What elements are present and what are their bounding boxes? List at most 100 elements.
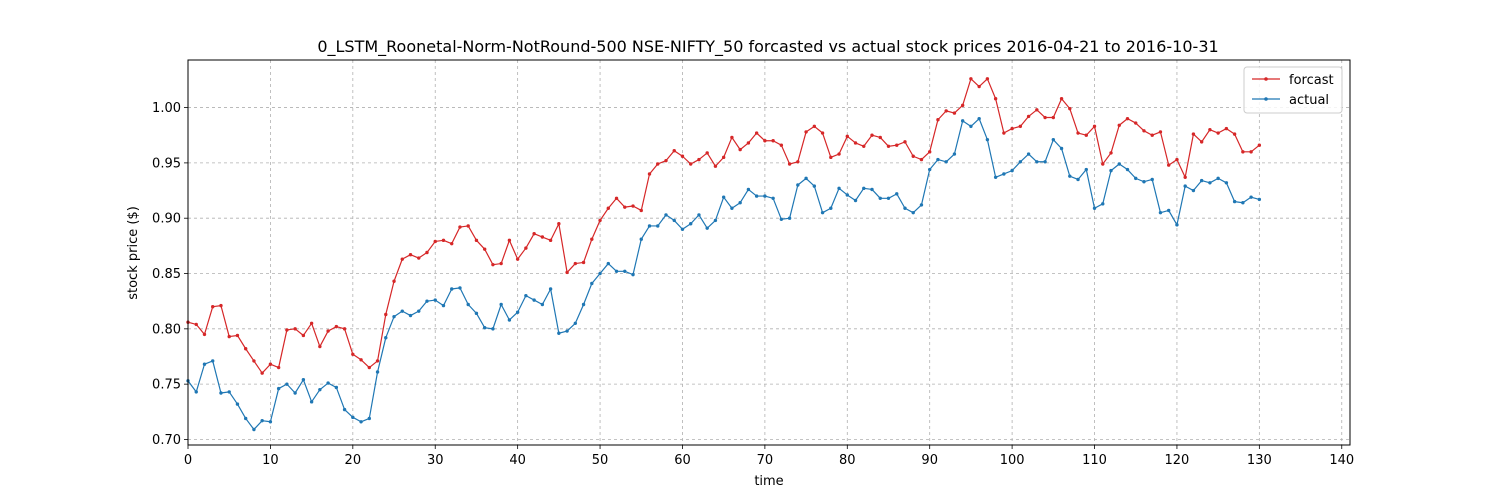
data-point-forcast (417, 256, 421, 260)
data-point-actual (441, 303, 446, 308)
data-point-forcast (664, 158, 668, 163)
data-point-actual (763, 194, 767, 198)
data-point-actual (944, 160, 948, 164)
y-tick-label: 0.90 (152, 212, 181, 227)
data-point-forcast (1191, 132, 1196, 136)
x-tick-label: 40 (509, 453, 526, 468)
data-point-actual (993, 175, 998, 179)
data-point-actual (837, 186, 841, 191)
data-point-forcast (1249, 150, 1253, 154)
data-point-forcast (1109, 151, 1113, 155)
data-point-forcast (845, 134, 849, 139)
data-point-actual (524, 293, 528, 298)
data-point-forcast (1101, 162, 1105, 166)
data-point-actual (202, 362, 207, 366)
x-tick-label: 50 (592, 453, 609, 468)
data-point-actual (400, 309, 404, 313)
data-point-actual (845, 193, 849, 197)
data-point-actual (285, 382, 289, 386)
legend-forcast-label: forcast (1289, 73, 1334, 88)
legend-forcast-marker (1264, 77, 1268, 81)
data-point-actual (1084, 167, 1088, 172)
y-axis-ticks: 0.70 0.75 0.80 0.85 0.90 0.95 1.00 (152, 101, 188, 448)
data-point-forcast (878, 135, 882, 140)
data-point-forcast (779, 143, 784, 147)
data-point-forcast (754, 131, 759, 135)
data-point-actual (491, 327, 495, 331)
data-point-forcast (1092, 124, 1097, 129)
data-point-forcast (1158, 130, 1163, 134)
data-point-forcast (548, 238, 553, 243)
data-point-actual (952, 152, 957, 156)
y-axis-label: stock price ($) (126, 206, 141, 300)
grid-lines (187, 60, 1350, 445)
data-point-actual (1051, 137, 1056, 142)
data-point-actual (540, 302, 545, 307)
data-point-forcast (623, 205, 627, 209)
y-tick-label: 0.80 (152, 322, 181, 337)
data-point-actual (375, 370, 380, 374)
data-point-actual (656, 224, 660, 228)
y-tick-label: 0.85 (152, 267, 181, 282)
data-point-actual (351, 415, 355, 420)
data-point-forcast (1175, 157, 1179, 162)
data-point-forcast (1018, 124, 1023, 129)
data-point-forcast (1002, 131, 1006, 135)
data-point-forcast (829, 155, 833, 160)
data-point-forcast (384, 312, 388, 317)
x-axis-label: time (754, 474, 783, 489)
data-point-actual (326, 381, 330, 385)
data-point-forcast (672, 149, 676, 153)
data-point-forcast (919, 157, 924, 162)
data-point-actual (1199, 178, 1204, 183)
x-tick-label: 60 (674, 453, 691, 468)
x-axis-ticks: 0 10 20 30 40 50 60 70 80 90 100 110 120 130 140 (184, 445, 1354, 468)
data-point-forcast (194, 322, 198, 327)
data-point-forcast (219, 303, 223, 308)
data-point-forcast (993, 97, 998, 101)
data-point-actual (499, 302, 503, 307)
data-point-actual (276, 386, 281, 391)
data-point-forcast (227, 334, 231, 339)
data-point-actual (1257, 197, 1262, 202)
data-point-actual (960, 119, 965, 123)
data-point-actual (812, 184, 817, 188)
x-tick-label: 30 (427, 453, 444, 468)
data-point-forcast (985, 77, 990, 81)
data-point-actual (1109, 168, 1113, 173)
x-tick-label: 110 (1082, 453, 1107, 468)
series-actual (186, 116, 1262, 432)
data-point-actual (367, 416, 371, 421)
data-point-actual (787, 216, 792, 220)
data-point-forcast (581, 260, 586, 265)
data-point-forcast (1183, 175, 1187, 179)
data-point-actual (482, 326, 487, 330)
data-point-actual (969, 124, 973, 129)
data-point-actual (260, 418, 264, 423)
data-point-actual (878, 196, 882, 200)
data-point-actual (227, 390, 231, 394)
data-point-actual (1043, 160, 1047, 164)
data-point-forcast (697, 157, 701, 162)
data-point-actual (631, 272, 635, 277)
x-tick-label: 0 (184, 453, 192, 468)
data-point-forcast (466, 224, 470, 228)
data-point-actual (466, 302, 470, 307)
data-point-forcast (309, 321, 314, 325)
data-point-actual (623, 269, 627, 274)
data-point-forcast (499, 261, 503, 266)
data-point-forcast (573, 261, 578, 266)
data-point-actual (862, 186, 866, 191)
data-point-actual (219, 391, 223, 395)
y-tick-label: 0.75 (152, 378, 181, 393)
data-point-forcast (532, 231, 536, 236)
data-point-forcast (276, 365, 281, 370)
data-point-forcast (853, 141, 858, 145)
data-point-forcast (796, 160, 800, 164)
data-point-actual (1092, 206, 1097, 210)
data-point-actual (680, 227, 685, 231)
data-point-forcast (260, 371, 264, 375)
y-tick-label: 1.00 (152, 101, 181, 116)
data-point-actual (911, 210, 915, 215)
data-point-forcast (243, 347, 248, 351)
